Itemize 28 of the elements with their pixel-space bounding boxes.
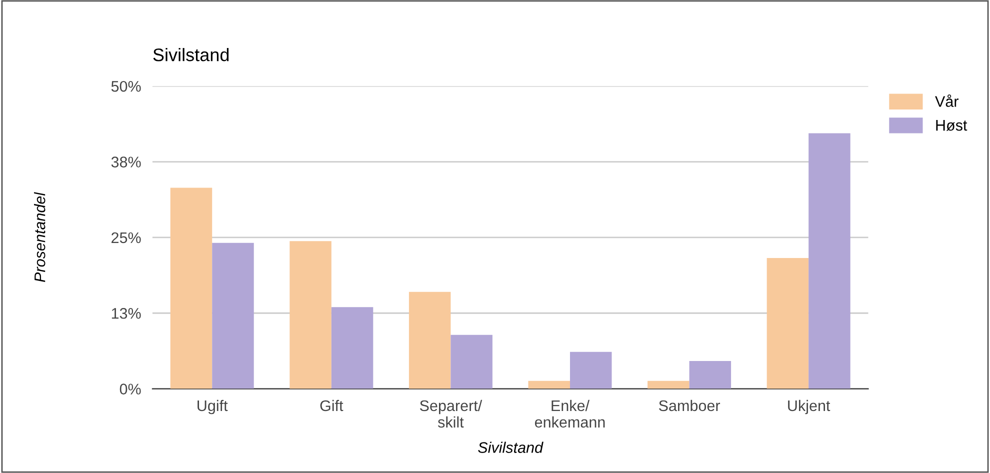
chart-title: Sivilstand [153,48,229,62]
bar [408,292,451,389]
legend-label: Vår [935,94,958,107]
x-tick-label: Samboer [658,400,720,412]
y-axis-title: Prosentandel [34,192,46,282]
bar [331,307,374,389]
x-tick-label: Ugift [198,400,228,414]
y-tick-label: 0% [120,384,141,394]
x-tick-label: Enke/ enkemann [534,400,605,428]
legend-label: Høst [936,120,968,131]
bar [766,258,809,389]
bar [648,380,690,389]
bar [212,242,254,389]
y-tick-label: 38% [111,156,141,168]
x-tick-label: Ukjent [788,400,830,414]
x-axis-title: Sivilstand [478,442,544,453]
y-tick-label: 25% [112,232,141,244]
bar [170,188,212,389]
bar [570,352,612,389]
x-tick-label: Separert/ skilt [420,400,482,428]
bar [290,241,332,389]
bar [689,360,732,389]
bar [450,334,492,389]
bar [528,380,570,389]
x-tick-label: Gift [320,400,344,412]
y-tick-label: 50% [111,80,141,92]
y-tick-label: 13% [112,308,141,319]
bar [808,133,850,389]
